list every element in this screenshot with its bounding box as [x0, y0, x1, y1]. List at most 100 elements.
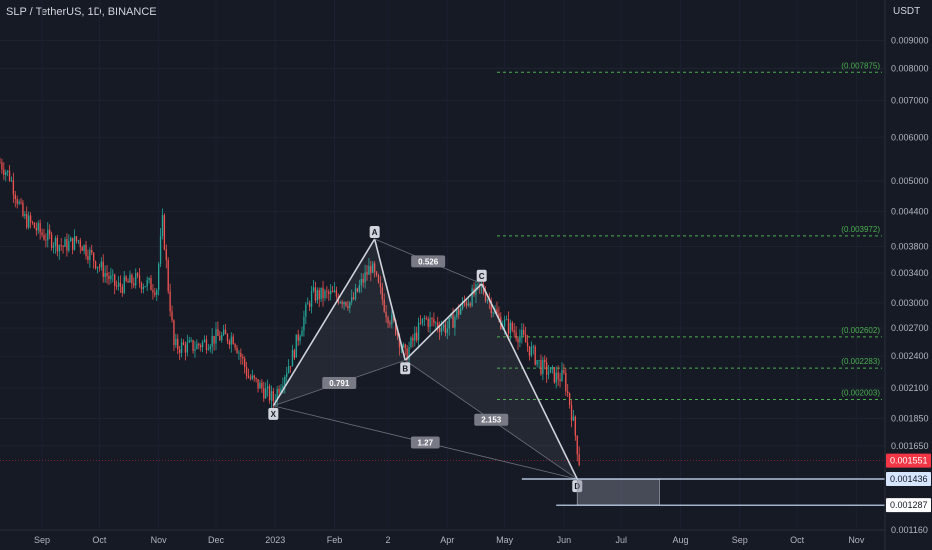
target-zone [576, 478, 660, 506]
candle-body [70, 237, 72, 242]
candle-body [546, 362, 548, 375]
candle-body [194, 349, 196, 351]
candle-body [578, 454, 580, 466]
candle-body [104, 273, 106, 278]
candle-body [135, 273, 137, 286]
x-tick-label: 2023 [265, 535, 285, 545]
pattern-triangle-xab [273, 238, 406, 406]
candle-body [511, 322, 513, 331]
candle-body [322, 287, 324, 299]
candle-body [182, 342, 185, 345]
candle-body [226, 334, 229, 342]
candle-body [71, 237, 74, 250]
candle-body [421, 318, 424, 324]
y-tick-label: 0.002700 [891, 323, 929, 333]
candle-body [435, 322, 437, 324]
candle-body [98, 266, 101, 268]
pattern-leg [373, 238, 407, 361]
candle-body [412, 337, 414, 341]
candle-body [347, 305, 349, 309]
y-tick-label: 0.001650 [891, 441, 929, 451]
candle-body [161, 215, 164, 236]
candle-body [232, 336, 234, 345]
candle-body [561, 370, 563, 382]
candle-body [171, 311, 173, 321]
candle-body [360, 279, 362, 286]
candle-body [333, 290, 336, 292]
candle-body [45, 239, 47, 241]
candle-body [540, 360, 542, 375]
candle-body [534, 346, 536, 365]
candle-body [177, 338, 179, 350]
candle-body [12, 180, 15, 195]
candle-body [251, 375, 253, 379]
current-price-badge-bg [886, 453, 931, 468]
candle-body [159, 235, 162, 264]
candle-body [318, 290, 320, 300]
candle-body [5, 172, 7, 175]
candle-body [431, 318, 433, 320]
candle-body [163, 215, 166, 250]
candle-body [207, 348, 210, 350]
candle-body [228, 341, 231, 345]
candle-body [305, 304, 307, 317]
candle-body [92, 252, 95, 262]
y-tick-label: 0.002400 [891, 351, 929, 361]
candle-body [459, 308, 462, 315]
x-tick-label: Jul [615, 535, 627, 545]
x-tick-label: Aug [672, 535, 688, 545]
x-tick-label: Nov [151, 535, 168, 545]
candle-body [351, 297, 353, 302]
candle-body [49, 229, 51, 235]
current-price-badge: 0.001551 [890, 456, 928, 466]
candle-body [375, 271, 378, 276]
candle-body [100, 261, 102, 268]
point-label: X [271, 410, 277, 419]
candle-body [547, 372, 550, 375]
point-label: B [402, 364, 408, 373]
candle-body [335, 290, 338, 297]
candle-body [444, 324, 447, 333]
fib-label: (0.003972) [841, 225, 880, 234]
candle-body [349, 301, 351, 309]
candle-body [140, 282, 143, 290]
x-tick-label: Nov [848, 535, 865, 545]
x-tick-label: Oct [790, 535, 805, 545]
candle-body [175, 338, 177, 346]
candle-body [291, 350, 294, 367]
candle-body [477, 283, 479, 285]
candle-body [551, 367, 554, 368]
x-tick-label: May [496, 535, 514, 545]
candle-body [565, 373, 567, 392]
x-tick-label: Oct [92, 535, 107, 545]
candle-body [28, 215, 30, 228]
candle-body [217, 328, 219, 336]
candle-body [295, 334, 297, 358]
candle-body [572, 416, 575, 421]
candle-body [557, 372, 559, 380]
candle-body [416, 332, 418, 341]
candle-body [169, 291, 171, 312]
candle-body [406, 348, 408, 360]
y-axis: 0.009000 0.008000 0.007000 0.006000 0.005000… [884, 0, 931, 550]
candle-body [150, 278, 152, 291]
price-levels [0, 460, 885, 506]
level-badge-bg [886, 471, 931, 486]
candle-body [136, 273, 139, 276]
candle-body [496, 309, 498, 314]
candle-body [190, 340, 192, 341]
y-tick-label: 0.003800 [891, 241, 929, 251]
candle-body [425, 318, 427, 319]
ratio-badge [322, 377, 357, 390]
candle-body [287, 366, 290, 373]
candle-body [433, 319, 435, 323]
candle-body [52, 245, 55, 248]
ratio-label: 0.791 [329, 379, 350, 388]
ratio-badge [411, 255, 446, 268]
candle-body [307, 303, 309, 305]
candle-body [114, 274, 116, 287]
candle-body [102, 261, 104, 278]
candle-body [148, 278, 150, 281]
